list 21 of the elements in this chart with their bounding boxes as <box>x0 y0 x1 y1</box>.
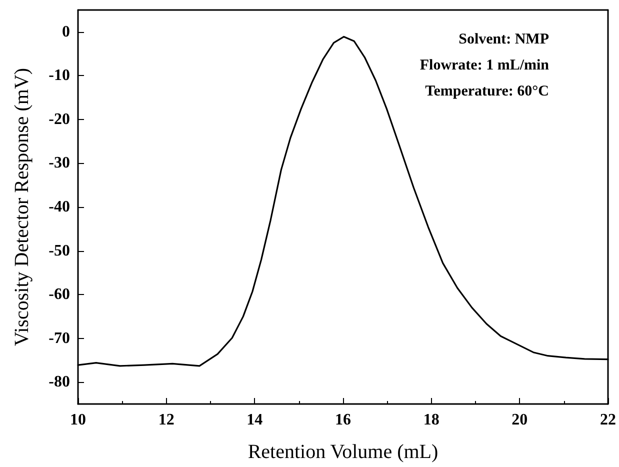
y-tick-label: 0 <box>62 23 70 40</box>
y-axis-title: Viscosity Detector Response (mV) <box>11 68 33 346</box>
x-tick-label: 20 <box>512 412 528 428</box>
y-tick-label: -10 <box>48 67 70 84</box>
y-tick-label: -40 <box>48 198 70 216</box>
annotation: Temperature: 60°C <box>425 84 550 100</box>
x-axis-title: Retention Volume (mL) <box>248 441 438 463</box>
y-tick-label: -50 <box>48 242 70 260</box>
y-tick-label: -20 <box>48 110 70 128</box>
annotation: Flowrate: 1 mL/min <box>420 58 550 74</box>
y-tick-label: -60 <box>48 286 70 304</box>
x-tick-label: 12 <box>158 412 174 428</box>
y-tick-label: -70 <box>48 330 70 347</box>
x-tick-label: 18 <box>423 412 440 428</box>
x-tick-label: 22 <box>600 412 616 428</box>
y-tick-label: -80 <box>48 374 70 391</box>
x-tick-label: 10 <box>70 412 86 428</box>
x-tick-label: 16 <box>335 412 351 428</box>
y-tick-label: -30 <box>48 154 70 172</box>
annotation: Solvent: NMP <box>458 32 550 48</box>
x-tick-label: 14 <box>246 412 263 428</box>
